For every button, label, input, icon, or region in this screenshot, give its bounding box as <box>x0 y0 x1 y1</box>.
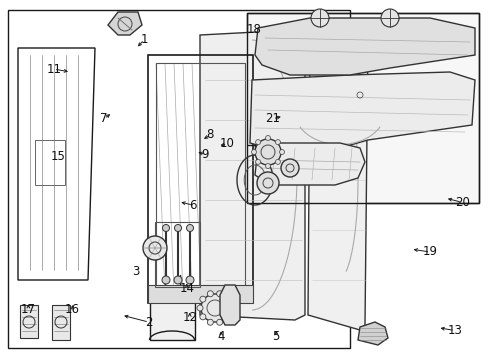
Circle shape <box>279 149 284 154</box>
Circle shape <box>265 135 270 140</box>
Text: 10: 10 <box>220 138 234 150</box>
Circle shape <box>281 159 298 177</box>
Circle shape <box>224 314 230 320</box>
Text: 4: 4 <box>217 330 224 343</box>
Bar <box>8 10 349 348</box>
Text: 21: 21 <box>265 112 280 125</box>
Circle shape <box>255 140 260 145</box>
Text: 3: 3 <box>132 265 140 278</box>
Bar <box>35 140 65 185</box>
Bar <box>156 63 244 295</box>
Polygon shape <box>20 305 38 338</box>
Circle shape <box>162 276 170 284</box>
Text: 9: 9 <box>201 148 209 161</box>
Circle shape <box>226 305 232 311</box>
Bar <box>155 222 200 287</box>
Text: 2: 2 <box>145 316 153 329</box>
Circle shape <box>310 9 328 27</box>
Bar <box>246 13 478 203</box>
Circle shape <box>380 9 398 27</box>
Polygon shape <box>150 288 195 340</box>
Polygon shape <box>249 72 474 148</box>
Circle shape <box>186 225 193 231</box>
Bar <box>148 285 252 303</box>
Circle shape <box>201 294 228 322</box>
Text: 11: 11 <box>46 63 61 76</box>
Polygon shape <box>254 18 474 75</box>
Circle shape <box>251 149 256 154</box>
Circle shape <box>174 276 182 284</box>
Polygon shape <box>357 322 387 345</box>
Text: 5: 5 <box>272 330 280 343</box>
Text: 15: 15 <box>50 150 65 163</box>
Polygon shape <box>254 143 364 185</box>
Circle shape <box>142 236 167 260</box>
Text: 14: 14 <box>179 282 194 294</box>
Text: 18: 18 <box>246 23 261 36</box>
Text: 8: 8 <box>206 129 214 141</box>
Circle shape <box>265 163 270 168</box>
Circle shape <box>257 172 279 194</box>
Text: 13: 13 <box>447 324 461 337</box>
Circle shape <box>275 159 280 165</box>
Circle shape <box>275 140 280 145</box>
Text: 6: 6 <box>189 199 197 212</box>
Circle shape <box>207 291 213 297</box>
Circle shape <box>162 225 169 231</box>
Text: 12: 12 <box>182 311 197 324</box>
Polygon shape <box>200 30 305 320</box>
Polygon shape <box>108 12 142 35</box>
Text: 16: 16 <box>65 303 80 316</box>
Bar <box>148 55 252 303</box>
Bar <box>246 13 478 203</box>
Polygon shape <box>307 35 367 330</box>
Text: 20: 20 <box>454 196 468 209</box>
Text: 17: 17 <box>21 303 36 316</box>
Circle shape <box>255 159 260 165</box>
Text: 7: 7 <box>100 112 108 125</box>
Circle shape <box>200 296 205 302</box>
Circle shape <box>174 225 181 231</box>
Polygon shape <box>220 285 240 325</box>
Circle shape <box>197 305 203 311</box>
Text: 1: 1 <box>140 33 148 46</box>
Text: 19: 19 <box>422 246 437 258</box>
Circle shape <box>216 319 222 325</box>
Circle shape <box>207 319 213 325</box>
Circle shape <box>224 296 230 302</box>
Circle shape <box>254 139 281 165</box>
Polygon shape <box>52 305 70 340</box>
Circle shape <box>216 291 222 297</box>
Circle shape <box>200 314 205 320</box>
Circle shape <box>185 276 194 284</box>
